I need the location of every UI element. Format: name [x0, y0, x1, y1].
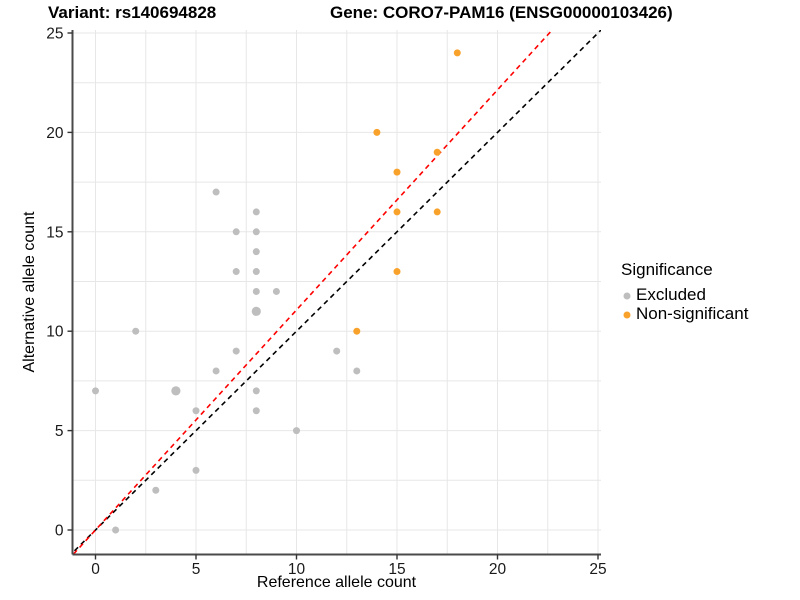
plot-title-variant: Variant: rs140694828 — [48, 3, 217, 22]
data-point-non-significant — [393, 268, 401, 276]
legend-item-non-significant: Non-significant — [621, 304, 748, 323]
legend-label-non-significant: Non-significant — [636, 303, 749, 323]
data-point-excluded — [252, 228, 260, 236]
y-tick-label: 5 — [55, 423, 64, 440]
x-tick-label: 15 — [388, 561, 405, 578]
data-point-excluded — [192, 466, 200, 474]
x-axis-title: Reference allele count — [256, 574, 417, 591]
identity-line — [72, 30, 601, 554]
data-point-excluded — [272, 287, 280, 295]
y-axis-title: Alternative allele count — [21, 211, 38, 373]
legend-label-excluded: Excluded — [636, 284, 706, 304]
data-point-excluded — [251, 306, 261, 316]
y-tick-label: 0 — [55, 523, 64, 540]
legend: Significance Excluded Non-significant — [621, 260, 748, 323]
data-point-excluded — [252, 407, 260, 415]
data-point-excluded — [152, 486, 160, 494]
data-point-excluded — [232, 268, 240, 276]
x-tick-label: 25 — [589, 561, 606, 578]
tick-labels: 0 5 10 15 20 25 0 5 10 15 20 25 — [46, 26, 606, 579]
gridlines — [72, 30, 601, 555]
x-tick-label: 0 — [91, 561, 100, 578]
data-point-excluded — [171, 386, 181, 396]
legend-item-excluded: Excluded — [621, 285, 748, 304]
data-point-non-significant — [453, 49, 461, 57]
data-point-excluded — [252, 287, 260, 295]
data-point-non-significant — [373, 128, 381, 136]
data-point-excluded — [333, 347, 341, 355]
axes — [67, 30, 601, 560]
data-point-excluded — [132, 327, 140, 335]
data-point-excluded — [212, 367, 220, 375]
data-point-excluded — [232, 347, 240, 355]
data-point-non-significant — [433, 208, 441, 216]
data-point-excluded — [112, 526, 120, 534]
data-point-excluded — [252, 248, 260, 256]
data-point-excluded — [252, 387, 260, 395]
data-point-excluded — [212, 188, 220, 196]
data-point-excluded — [192, 407, 200, 415]
legend-title: Significance — [621, 260, 713, 279]
x-tick-label: 10 — [288, 561, 306, 578]
data-point-excluded — [252, 208, 260, 216]
data-point-excluded — [293, 427, 300, 435]
y-tick-label: 20 — [46, 125, 64, 142]
data-point-excluded — [232, 228, 240, 236]
data-points — [92, 49, 461, 534]
data-point-excluded — [92, 387, 99, 395]
data-point-excluded — [353, 367, 361, 375]
y-tick-label: 15 — [46, 224, 63, 241]
x-tick-label: 5 — [192, 561, 201, 578]
non-significant-dot-icon — [623, 311, 631, 318]
excluded-dot-icon — [623, 292, 631, 299]
y-tick-label: 25 — [46, 26, 63, 43]
data-point-non-significant — [393, 208, 401, 216]
fit-line — [72, 30, 554, 555]
plot-title-gene: Gene: CORO7-PAM16 (ENSG00000103426) — [330, 3, 673, 22]
data-point-non-significant — [433, 148, 441, 156]
data-point-non-significant — [353, 327, 361, 335]
data-point-excluded — [252, 268, 260, 276]
data-point-non-significant — [393, 168, 401, 176]
reference-lines — [72, 30, 601, 555]
x-tick-label: 20 — [489, 561, 507, 578]
y-tick-label: 10 — [46, 324, 64, 341]
